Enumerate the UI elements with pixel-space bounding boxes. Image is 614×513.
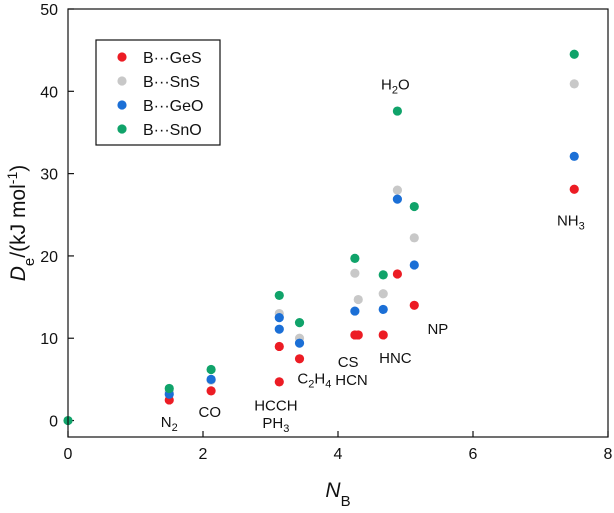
x-tick-label: 0	[64, 446, 73, 463]
data-point	[569, 79, 579, 89]
annotation-h2o: H2O	[381, 77, 410, 97]
annotation-main-text: C	[297, 371, 308, 388]
annotation-subscript-2: 4	[325, 379, 331, 391]
annotation-main-text: HNC	[379, 350, 412, 367]
legend-label: B···SnO	[143, 122, 202, 139]
data-point	[294, 317, 305, 328]
data-point	[206, 374, 216, 384]
annotation-after-text: O	[398, 77, 410, 94]
y-axis-label-unit-suffix: )	[7, 165, 30, 172]
plot-frame	[67, 8, 609, 438]
annotation-main-text: HCCH	[254, 398, 297, 415]
annotation-subscript: 2	[392, 85, 398, 97]
annotation-after-text: H	[314, 371, 325, 388]
annotation-nh3: NH3	[557, 212, 585, 232]
data-point	[378, 289, 388, 299]
data-point	[378, 330, 388, 340]
data-point	[392, 269, 402, 279]
annotation-c2h4: C2H4	[297, 371, 331, 391]
data-point	[274, 324, 284, 334]
data-point	[350, 268, 360, 278]
x-tick-label: 8	[604, 446, 613, 463]
data-point	[409, 233, 419, 243]
x-tick-label: 6	[469, 446, 478, 463]
x-tick-label: 4	[334, 446, 343, 463]
data-point	[206, 386, 216, 396]
data-point	[569, 184, 579, 194]
y-axis-label-unit-superscript: -1	[4, 172, 20, 185]
data-point	[294, 354, 305, 364]
x-axis-label-subscript: B	[341, 493, 351, 510]
annotation-subscript: 2	[172, 422, 178, 434]
data-point	[274, 313, 284, 323]
data-point	[392, 185, 402, 195]
legend: B···GeS B···SnS B···GeO B···SnO	[95, 39, 221, 146]
legend-marker	[117, 100, 127, 110]
annotation-co: CO	[199, 404, 222, 421]
y-tick-label: 50	[40, 2, 58, 19]
legend-marker	[117, 52, 127, 62]
legend-box	[95, 39, 221, 146]
data-point	[206, 364, 216, 375]
legend-label: B···GeS	[143, 50, 202, 67]
annotation-np: NP	[427, 321, 448, 338]
y-axis-label: De/(kJ mol-1)	[4, 165, 38, 281]
data-point	[378, 270, 388, 280]
annotation-main-text: NP	[427, 321, 448, 338]
data-point	[164, 383, 174, 394]
data-point	[274, 377, 284, 387]
data-point	[378, 304, 388, 315]
data-point	[409, 201, 419, 212]
annotation-main-text: HCN	[335, 372, 368, 389]
data-point	[353, 330, 363, 340]
x-tick-label: 2	[199, 446, 208, 463]
y-axis-label-main: D	[7, 266, 30, 281]
y-tick-label: 10	[40, 331, 58, 348]
data-point	[409, 300, 419, 310]
x-axis-label: NB	[325, 479, 350, 510]
y-axis-label-unit-prefix: /(kJ mol	[7, 184, 30, 258]
data-point	[350, 306, 360, 316]
data-point	[569, 49, 579, 59]
y-axis-label-subscript: e	[21, 258, 38, 266]
annotation-hnc: HNC	[379, 350, 412, 367]
y-tick-label: 0	[49, 414, 58, 431]
legend-marker	[117, 124, 127, 134]
annotation-main-text: CS	[338, 354, 359, 371]
x-axis-label-main: N	[325, 479, 341, 502]
annotation-n2: N2	[161, 414, 178, 434]
data-point	[392, 106, 402, 116]
data-point	[353, 294, 363, 305]
legend-marker	[117, 76, 127, 86]
legend-label: B···GeO	[143, 98, 203, 115]
legend-label: B···SnS	[143, 74, 200, 91]
annotation-subscript: 3	[283, 423, 289, 435]
annotation-cs: CS	[338, 354, 359, 371]
data-point	[392, 194, 402, 204]
annotation-main-text: N	[161, 414, 172, 431]
data-point	[274, 290, 284, 301]
y-tick-label: 20	[40, 249, 58, 266]
annotation-main-text: H	[381, 77, 392, 94]
data-point	[409, 260, 419, 270]
annotation-subscript: 3	[579, 220, 585, 232]
data-points	[63, 49, 579, 426]
y-tick-label: 30	[40, 167, 58, 184]
annotation-hcch: HCCH	[254, 398, 297, 415]
data-point	[350, 253, 360, 263]
annotation-hcn: HCN	[335, 372, 368, 389]
annotation-main-text: NH	[557, 212, 579, 229]
y-tick-label: 40	[40, 84, 58, 101]
annotation-subscript: 2	[308, 379, 314, 391]
data-point	[569, 151, 579, 161]
data-point	[274, 341, 284, 352]
annotation-ph3: PH3	[262, 415, 289, 435]
annotation-main-text: CO	[199, 404, 222, 421]
annotation-main-text: PH	[262, 415, 283, 432]
data-point	[294, 338, 305, 348]
